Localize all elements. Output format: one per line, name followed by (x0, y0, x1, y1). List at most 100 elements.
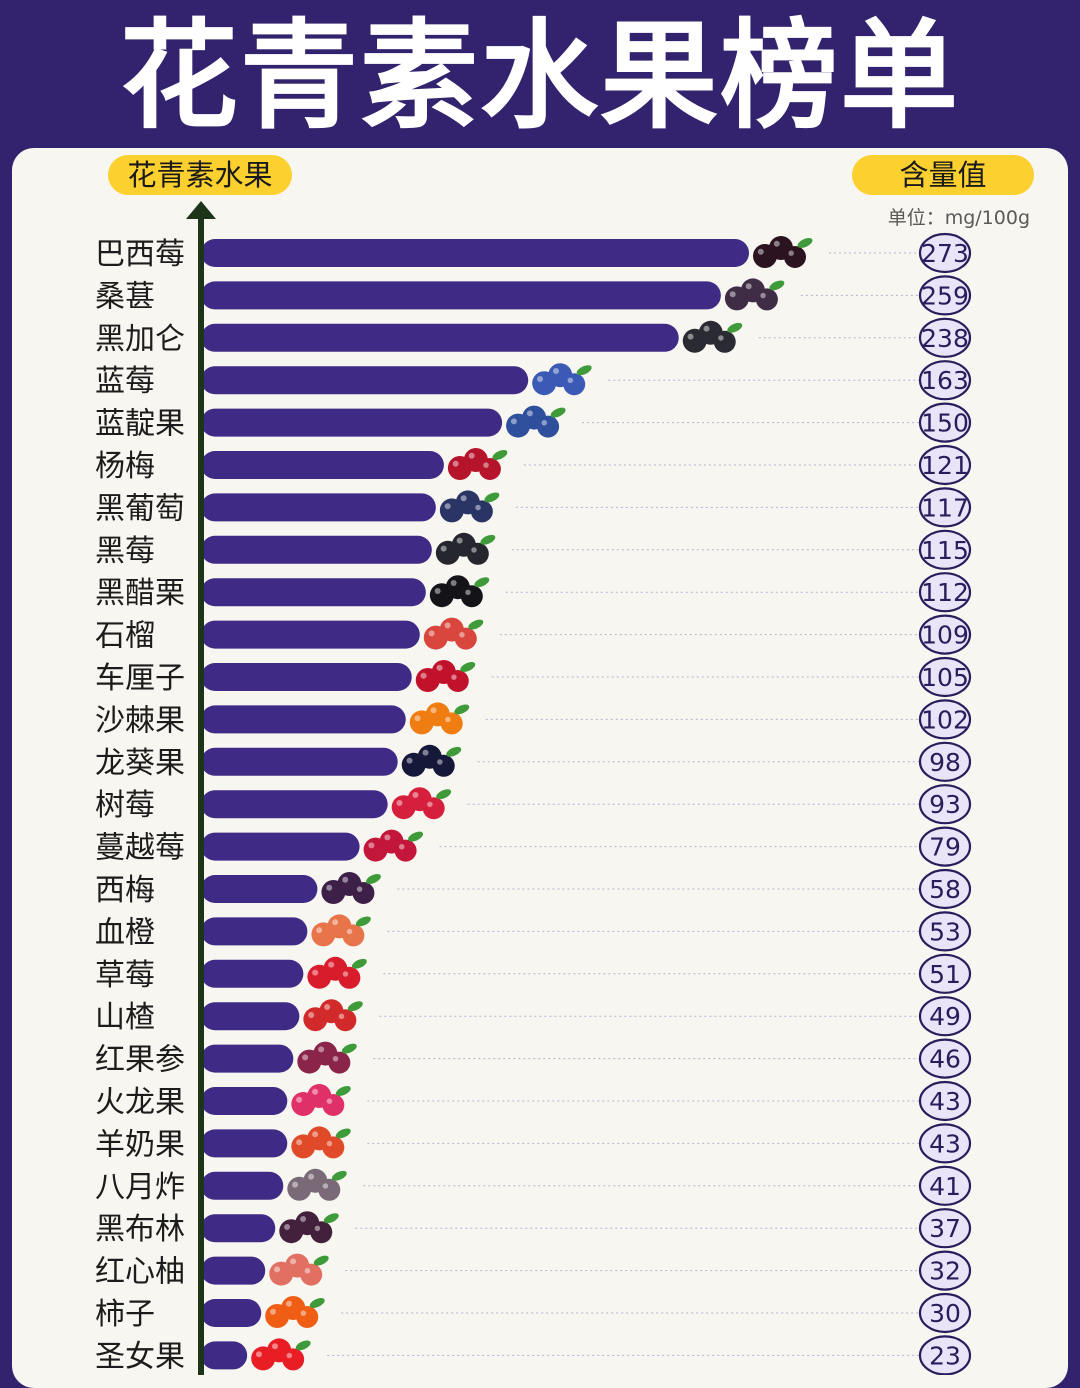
value-badge (918, 275, 972, 316)
y-axis-line (198, 218, 204, 1375)
category-label: 八月炸 (95, 1170, 185, 1205)
category-label: 桑葚 (95, 279, 155, 314)
acai-berry-icon (753, 236, 813, 268)
category-label: 黑莓 (95, 534, 155, 569)
bayberry-icon (447, 448, 508, 480)
value-label: 98 (929, 748, 961, 777)
value-label: 117 (921, 493, 969, 522)
value-badge (918, 529, 972, 570)
value-label: 30 (929, 1299, 961, 1328)
bar (201, 493, 436, 522)
value-badge (918, 656, 972, 698)
bar (201, 663, 412, 691)
value-badge (918, 1038, 972, 1079)
value-badge (918, 784, 972, 825)
value-label: 121 (921, 451, 969, 480)
value-badge (918, 1250, 972, 1291)
pomegranate-icon (423, 617, 484, 650)
value-badge (918, 1080, 972, 1122)
value-badge (918, 1123, 972, 1164)
category-label: 黑加仑 (95, 322, 185, 357)
unit-label: 单位：mg/100g (887, 207, 1030, 229)
value-badge (918, 1292, 972, 1334)
value-badge (918, 402, 972, 443)
value-label: 238 (921, 324, 969, 353)
bar (201, 366, 529, 395)
bar (201, 408, 503, 437)
value-label: 150 (921, 409, 969, 438)
value-label: 43 (929, 1129, 961, 1158)
value-label: 43 (929, 1087, 961, 1116)
category-label: 蔓越莓 (95, 831, 185, 866)
persimmon-icon (265, 1296, 325, 1328)
value-label: 105 (921, 663, 969, 692)
blood-orange-icon (311, 914, 371, 947)
value-label: 58 (929, 875, 961, 904)
value-label: 79 (929, 833, 961, 862)
category-label: 黑醋栗 (95, 576, 185, 611)
value-label: 53 (929, 917, 961, 946)
category-label: 沙棘果 (95, 703, 185, 738)
value-badge (918, 1335, 972, 1375)
bar (201, 1341, 248, 1370)
bar (201, 959, 304, 988)
value-label: 41 (929, 1172, 961, 1201)
category-label: 山楂 (95, 1000, 155, 1035)
category-label: 草莓 (95, 958, 155, 993)
value-label: 49 (929, 1002, 961, 1031)
category-label: 西梅 (95, 873, 155, 908)
value-badge (918, 868, 972, 910)
cranberry-icon (363, 829, 424, 862)
value-label: 93 (929, 790, 961, 819)
value-badge (918, 572, 972, 613)
category-label: 血橙 (95, 915, 155, 950)
bar (201, 1299, 262, 1327)
value-label: 115 (921, 536, 969, 565)
bar (201, 1171, 284, 1200)
bar (201, 832, 360, 861)
prune-icon (321, 872, 381, 904)
bar (201, 239, 749, 267)
bar (201, 323, 679, 352)
bar (201, 578, 426, 607)
category-label: 蓝莓 (95, 364, 155, 399)
y-axis-arrow (186, 201, 216, 219)
value-label-pill: 含量值 (852, 155, 1034, 195)
page-title: 花青素水果榜单 (119, 7, 960, 145)
bar (201, 1256, 266, 1285)
value-label: 112 (921, 578, 969, 607)
cherry-icon (415, 660, 476, 692)
value-label: 163 (921, 366, 969, 395)
akebia-icon (287, 1168, 347, 1201)
blueberry-icon (532, 363, 592, 396)
value-label: 51 (929, 960, 961, 989)
red-grapefruit-icon (269, 1253, 329, 1286)
mulberry-icon (724, 278, 785, 311)
honeysuckle-berry-icon (506, 405, 566, 438)
red-ginseng-fruit-icon (297, 1041, 357, 1074)
category-label: 车厘子 (95, 661, 185, 696)
cherry-tomato-icon (251, 1338, 311, 1371)
category-label: 羊奶果 (95, 1127, 185, 1162)
category-label: 火龙果 (95, 1085, 185, 1120)
category-label: 红心柚 (95, 1255, 185, 1290)
value-label: 46 (929, 1045, 961, 1074)
value-label: 109 (921, 621, 969, 650)
value-label: 259 (921, 281, 969, 310)
bar (201, 747, 398, 776)
value-badge (918, 232, 972, 274)
category-label: 蓝靛果 (95, 407, 185, 442)
y-axis-label-pill: 花青素水果 (108, 155, 292, 195)
hawthorn-icon (303, 999, 363, 1032)
bar (201, 620, 420, 649)
bar (201, 1002, 300, 1031)
bar (201, 1087, 288, 1115)
strawberry-icon (307, 956, 367, 989)
value-label: 102 (921, 705, 969, 734)
category-label: 树莓 (95, 788, 155, 823)
dragon-fruit-icon (291, 1084, 351, 1116)
value-badge (918, 741, 972, 782)
category-label: 巴西莓 (95, 237, 185, 272)
bar (201, 790, 388, 819)
bar (201, 281, 721, 310)
